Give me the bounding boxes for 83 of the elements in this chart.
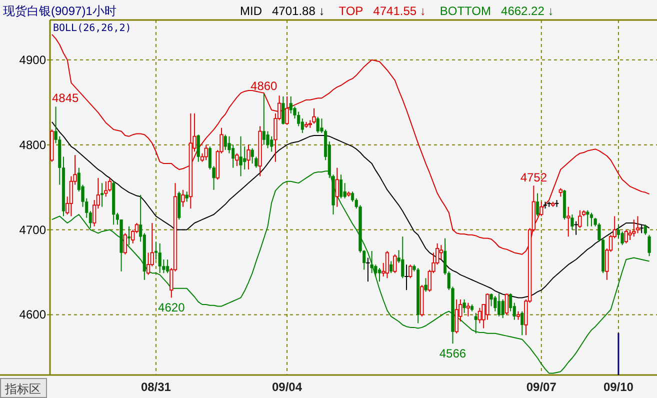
candlestick (566, 206, 570, 238)
y-tick-label: 4900 (19, 52, 46, 67)
annotation: 4845 (52, 91, 80, 105)
candlestick (486, 292, 490, 320)
candlestick (644, 224, 647, 236)
candlestick (454, 298, 458, 334)
candlestick (390, 260, 393, 274)
text: MID (240, 4, 262, 18)
y-tick-label: 4800 (19, 138, 46, 152)
candlestick (408, 264, 412, 279)
candlestick (632, 219, 636, 238)
candlestick (648, 234, 651, 257)
annotation: 4566 (439, 346, 466, 361)
candlestick (239, 136, 242, 177)
x-tick-label: 09/07 (526, 380, 557, 394)
candlestick (478, 307, 482, 324)
candlestick (393, 254, 397, 274)
candlestick (546, 201, 552, 208)
candlestick (335, 167, 339, 208)
candlestick (250, 148, 254, 164)
candlestick (224, 134, 227, 150)
annotation: 4620 (158, 300, 186, 315)
y-tick-label: 4600 (19, 308, 46, 322)
candlestick (235, 152, 239, 167)
candlestick (270, 136, 274, 152)
candlestick (100, 182, 104, 208)
candlestick (123, 232, 127, 255)
candlestick (204, 144, 208, 161)
candlestick (404, 264, 409, 291)
candlestick (385, 250, 390, 279)
candlestick (127, 226, 131, 246)
x-tick-label: 08/31 (140, 380, 172, 394)
candlestick (424, 278, 428, 292)
candlestick (439, 244, 444, 260)
candlestick (316, 116, 320, 134)
candlestick (401, 236, 404, 279)
candlestick (370, 250, 374, 274)
candlestick (590, 212, 594, 227)
candlestick (343, 182, 346, 199)
candlestick (578, 210, 582, 229)
candlestick (185, 191, 188, 202)
candlestick (501, 298, 504, 319)
candlestick (574, 220, 578, 236)
candlestick (196, 134, 200, 162)
candlestick (339, 174, 343, 199)
annotation: BOLL(26,26,2) (53, 23, 132, 34)
candlestick (232, 144, 235, 168)
candlestick (378, 267, 382, 282)
candlestick (586, 210, 590, 227)
candlestick (262, 93, 266, 146)
x-tick-label: 09/10 (603, 380, 634, 394)
annotation: 4860 (250, 78, 278, 93)
candlestick (108, 177, 112, 192)
candlestick (462, 298, 466, 314)
candlestick (246, 144, 250, 170)
chart-title: 现货白银(9097)1小时 (3, 4, 116, 18)
text: 4662.22 ↓ (501, 4, 554, 18)
candlestick (282, 96, 285, 125)
candlestick (466, 302, 470, 317)
candlestick (312, 108, 316, 124)
candlestick (570, 214, 574, 230)
annotation: 4752 (520, 170, 548, 185)
candlestick (366, 257, 370, 282)
candlestick (474, 312, 478, 334)
text: TOP (338, 4, 364, 18)
candlestick (536, 192, 540, 217)
x-tick-label: 09/04 (272, 380, 302, 394)
text: 4741.55 ↓ (373, 4, 426, 18)
candlestick (181, 189, 185, 208)
candlestick (285, 96, 289, 125)
candlestick (520, 310, 524, 336)
candlestick (504, 292, 509, 316)
candlestick (497, 292, 501, 317)
candlestick (166, 259, 170, 274)
candlestick (540, 201, 544, 217)
y-tick-label: 4700 (19, 222, 46, 237)
candlestick (158, 242, 162, 274)
candlestick (636, 216, 640, 234)
text: 指标区 (4, 382, 41, 396)
text: 4701.88 ↓ (272, 4, 325, 18)
text: BOTTOM (440, 4, 492, 18)
candlestick (243, 146, 246, 170)
candlestick (624, 229, 628, 244)
